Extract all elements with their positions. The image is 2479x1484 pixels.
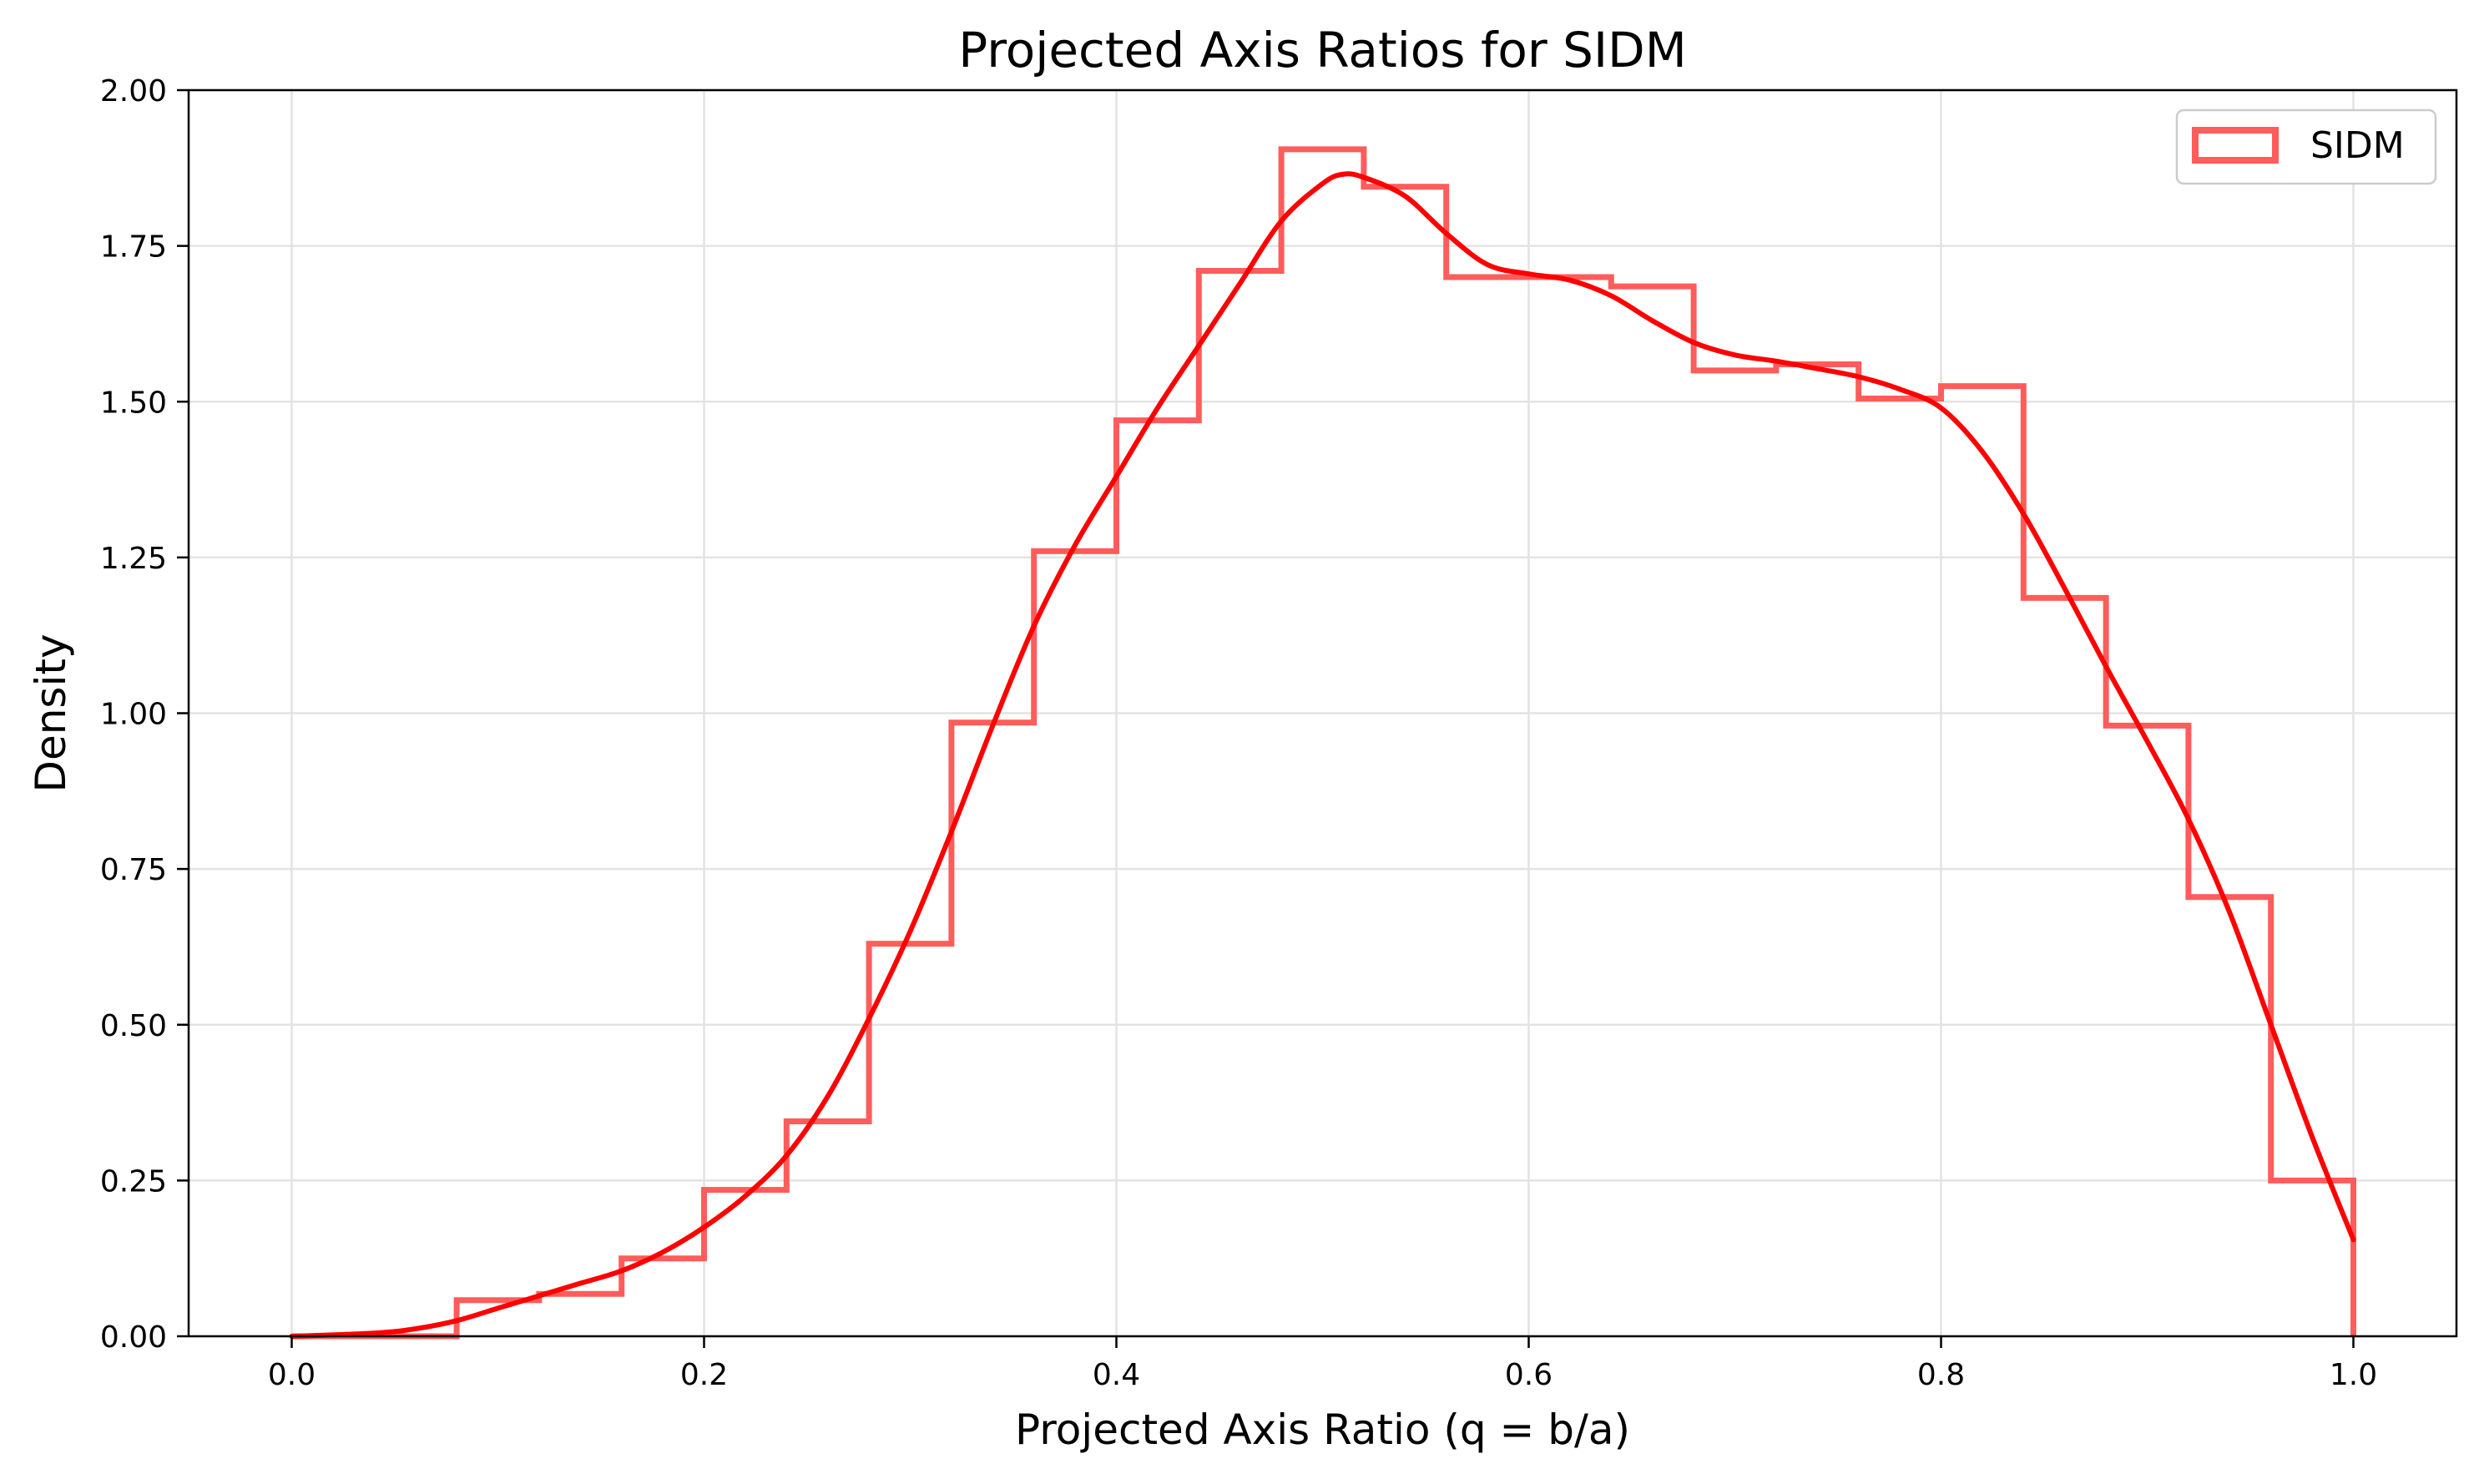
- histogram-bar: [1281, 149, 1364, 1336]
- y-tick-label: 0.50: [100, 1009, 167, 1043]
- chart-title: Projected Axis Ratios for SIDM: [958, 22, 1687, 78]
- histogram-bar: [1034, 551, 1117, 1336]
- histogram-bar: [1694, 371, 1776, 1336]
- histogram-bar: [704, 1190, 787, 1336]
- kde-series: [289, 171, 2356, 1339]
- kde-curve: [289, 171, 2356, 1339]
- histogram-bar: [1529, 277, 1612, 1336]
- histogram-bar: [1117, 421, 1199, 1336]
- legend[interactable]: SIDM: [2175, 109, 2437, 185]
- y-tick-label: 1.00: [100, 698, 167, 732]
- histogram-bar: [952, 723, 1034, 1336]
- histogram-bar: [1941, 386, 2024, 1336]
- y-tick-label: 1.25: [100, 542, 167, 576]
- y-tick-label: 1.50: [100, 386, 167, 420]
- axis-ticks: 0.0 0.2 0.4 0.6 0.8 1.0 0.00 0.25 0.50 0.75 1.00 1.…: [100, 74, 2377, 1392]
- histogram-bar: [2023, 598, 2106, 1336]
- histogram-bar: [1364, 187, 1447, 1336]
- histogram-bar: [1447, 277, 1529, 1336]
- legend-label: SIDM: [2310, 124, 2405, 167]
- y-tick-label: 0.75: [100, 853, 167, 887]
- histogram-bar: [2189, 897, 2271, 1336]
- histogram-bar: [869, 944, 952, 1336]
- x-tick-label: 0.4: [1093, 1358, 1140, 1392]
- x-tick-label: 1.0: [2330, 1358, 2377, 1392]
- x-tick-label: 0.0: [268, 1358, 316, 1392]
- histogram-series: [291, 146, 2356, 1340]
- x-tick-label: 0.2: [680, 1358, 728, 1392]
- legend-swatch: [2192, 127, 2279, 164]
- histogram-bar: [1611, 286, 1694, 1336]
- histogram-bar: [622, 1259, 704, 1336]
- y-tick-label: 0.25: [100, 1164, 167, 1199]
- histogram-bar: [539, 1294, 622, 1336]
- histogram-bar: [2106, 725, 2189, 1336]
- y-tick-label: 1.75: [100, 230, 167, 265]
- y-axis-label: Density: [27, 633, 75, 792]
- x-tick-label: 0.8: [1917, 1358, 1965, 1392]
- y-tick-label: 0.00: [100, 1320, 167, 1355]
- histogram-bar: [786, 1121, 869, 1336]
- histogram-bar: [1859, 399, 1941, 1336]
- x-tick-label: 0.6: [1505, 1358, 1553, 1392]
- histogram-outline: [291, 146, 2356, 1340]
- y-tick-label: 2.00: [100, 74, 167, 109]
- histogram-bar: [1199, 270, 1281, 1336]
- histogram-bar: [1776, 364, 1859, 1336]
- x-axis-label: Projected Axis Ratio (q = b/a): [1015, 1406, 1630, 1454]
